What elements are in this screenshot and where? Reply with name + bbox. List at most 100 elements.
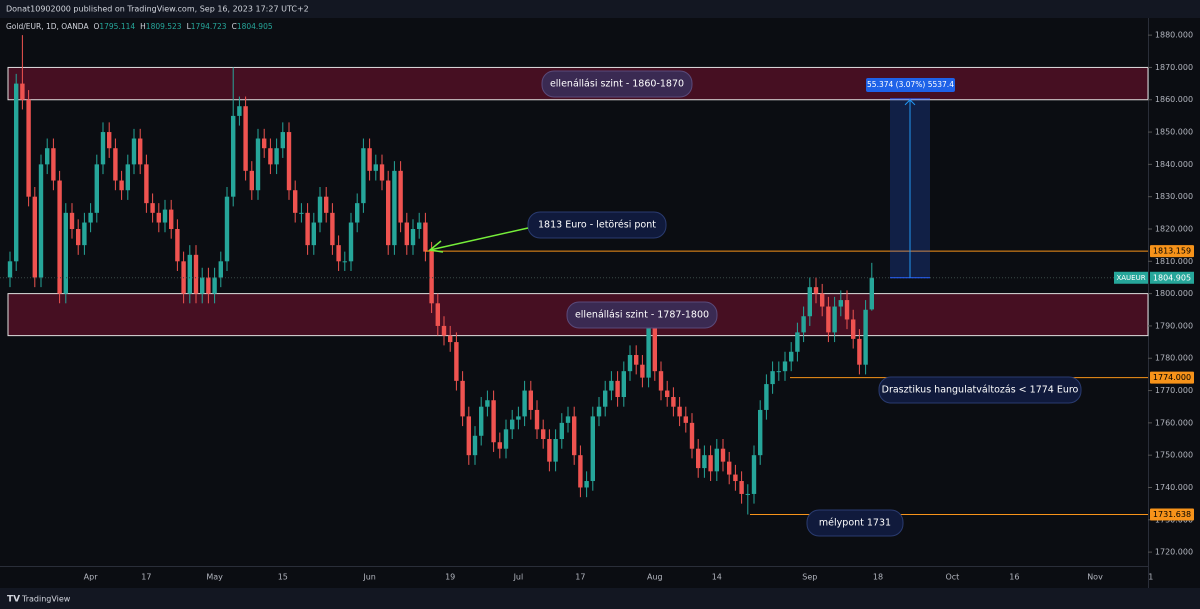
logo: TV — [7, 595, 20, 605]
candle-body — [212, 277, 217, 294]
candle-body — [76, 228, 81, 246]
candle-body — [51, 148, 56, 181]
candle-body — [373, 164, 378, 171]
candle-body — [249, 170, 254, 191]
candle-body — [491, 400, 496, 443]
y-tick-label: 1800.000 — [1155, 289, 1193, 298]
x-tick-label: 16 — [1009, 573, 1019, 582]
y-tick-label: 1840.000 — [1155, 160, 1193, 169]
x-tick-label: Sep — [802, 573, 817, 582]
candle-body — [125, 164, 130, 191]
measure-label-box — [866, 78, 955, 92]
y-tick-label: 1830.000 — [1155, 192, 1193, 201]
candle-body — [361, 148, 366, 204]
candle-body — [175, 228, 180, 262]
ohlc-value: 1804.905 — [237, 22, 273, 31]
y-tick-label: 1790.000 — [1155, 321, 1193, 330]
candle-body — [441, 325, 447, 336]
price-level-label: 1774.000 — [1153, 373, 1191, 382]
candle-body — [200, 277, 205, 294]
candle-body — [410, 228, 416, 246]
candle-body — [572, 416, 577, 456]
candle-body — [138, 138, 143, 165]
candle-body — [280, 132, 285, 149]
x-tick-label: 19 — [445, 573, 455, 582]
candle-body — [113, 148, 118, 181]
ohlc-prefix: O — [93, 22, 99, 31]
candle-body — [206, 277, 211, 294]
candle-body — [38, 164, 44, 278]
y-tick-label: 1810.000 — [1155, 257, 1193, 266]
candle-body — [107, 132, 112, 149]
candle-body — [311, 222, 316, 246]
candle-body — [634, 355, 639, 365]
candle-body — [795, 332, 800, 352]
annotation-box — [527, 211, 667, 239]
candle-body — [609, 380, 614, 391]
y-tick-label: 1760.000 — [1155, 418, 1193, 427]
symbol-name: Gold/EUR, 1D, OANDA — [6, 22, 89, 31]
candle-body — [615, 380, 620, 398]
zone-label: ellenállási szint - 1787-1800 — [575, 310, 709, 321]
candle-body — [813, 287, 819, 294]
candle-body — [776, 371, 781, 373]
candle-body — [559, 422, 564, 440]
y-tick-label: 1850.000 — [1155, 128, 1193, 137]
candle-body — [683, 416, 688, 423]
candle-body — [386, 180, 391, 246]
candle-body — [838, 300, 843, 307]
annotation-text: mélypont 1731 — [819, 518, 891, 529]
candle-body — [404, 222, 409, 246]
candle-body — [646, 325, 651, 378]
candle-body — [696, 448, 701, 469]
candle-body — [45, 148, 50, 165]
candle-body — [739, 481, 744, 494]
pointer-arrow — [429, 227, 529, 251]
candle-body — [789, 351, 794, 362]
candle-body — [237, 106, 242, 116]
ohlc-prefix: C — [232, 22, 237, 31]
y-tick-label: 1880.000 — [1155, 31, 1193, 40]
candle-body — [869, 277, 874, 310]
candle-body — [671, 397, 676, 407]
y-tick-label: 1780.000 — [1155, 354, 1193, 363]
candle-body — [553, 439, 558, 462]
ohlc-value: 1809.523 — [146, 22, 182, 31]
price-level-label: 1731.638 — [1153, 510, 1191, 519]
measure-arrow-head — [904, 99, 916, 106]
candle-body — [627, 355, 633, 372]
x-tick-label: Jun — [362, 573, 376, 582]
x-tick-label: 15 — [278, 573, 288, 582]
y-tick-label: 1770.000 — [1155, 386, 1193, 395]
candle-body — [534, 409, 540, 430]
candle-body — [82, 222, 87, 246]
candle-body — [714, 448, 719, 472]
measure-label: 55.374 (3.07%) 5537.4 — [867, 80, 954, 89]
candle-body — [689, 422, 695, 449]
zone-label-box — [566, 301, 718, 329]
candle-body — [584, 481, 589, 488]
last-price-tag — [1150, 271, 1194, 284]
ohlc-prefix: H — [140, 22, 146, 31]
y-tick-label: 1740.000 — [1155, 483, 1193, 492]
candle-body — [20, 83, 25, 100]
candle-body — [485, 400, 490, 407]
ohlc-legend: Gold/EUR, 1D, OANDA O1795.114 H1809.523 L17… — [6, 22, 273, 31]
candle-body — [336, 245, 341, 262]
candle-body — [603, 390, 608, 407]
candle-body — [26, 99, 31, 197]
annotation-box — [878, 376, 1082, 404]
candle-body — [224, 196, 230, 262]
candle-body — [88, 212, 93, 223]
candle-body — [293, 190, 298, 213]
candle-body — [417, 222, 422, 229]
candle-body — [782, 361, 788, 372]
candle-body — [274, 148, 279, 165]
candle-body — [268, 148, 273, 165]
last-price-label: 1804.905 — [1153, 273, 1191, 282]
candle-body — [460, 380, 465, 417]
candle-body — [187, 254, 192, 294]
x-tick-label: Oct — [945, 573, 959, 582]
candle-body — [392, 170, 397, 246]
candle-body — [69, 212, 75, 229]
